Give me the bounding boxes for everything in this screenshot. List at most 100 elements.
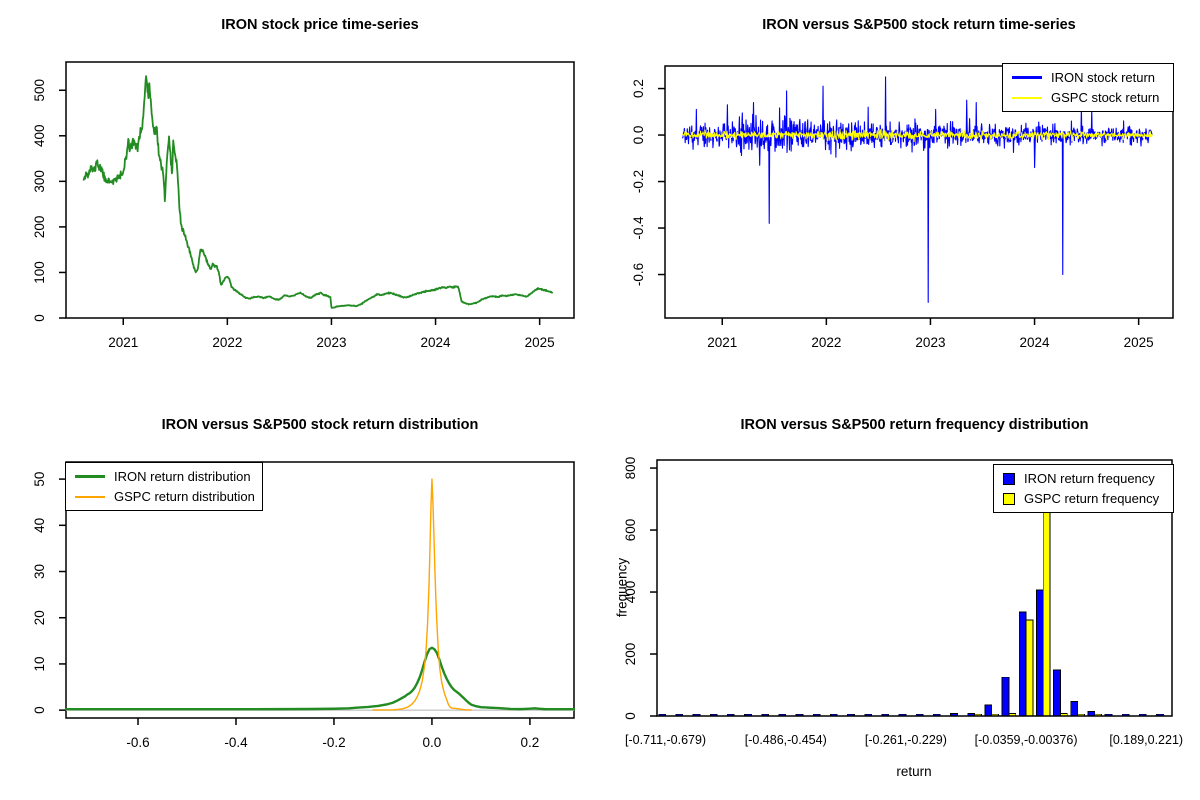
x-tick-label: 2022 [212,335,242,350]
plot-box [65,461,575,719]
x-tick-label: 2023 [915,335,945,350]
bin-label: [-0.486,-0.454) [745,733,827,747]
iron-return-series [682,76,1153,303]
frequency-legend: IRON return frequency GSPC return freque… [993,464,1174,513]
gspc-frequency-box-sample [1003,492,1015,505]
distribution-chart-title: IRON versus S&P500 stock return distribu… [161,417,479,433]
returns-legend: IRON stock return GSPC stock return [1002,63,1174,112]
y-tick-label: 100 [32,261,47,284]
legend-label: GSPC return distribution [114,489,255,504]
y-tick-label: 0 [32,706,47,714]
y-tick-label: 50 [32,472,47,487]
bar [1025,619,1034,717]
x-tick-label: 2023 [316,335,346,350]
legend-label: GSPC return frequency [1024,491,1160,506]
y-tick-label: 0.2 [631,79,646,98]
y-tick-label: 400 [32,125,47,148]
legend-label: GSPC stock return [1051,90,1160,105]
y-tick-label: 10 [32,656,47,671]
y-axis: 0 100 200 300 400 500 [32,79,66,322]
gspc-density-line-sample [75,495,105,498]
y-tick-label: -0.2 [631,170,646,193]
y-axis: 0 10 20 30 40 50 [32,472,66,714]
bin-label: [-0.0359,-0.00376) [975,733,1078,747]
legend-row-gspc-density: GSPC return distribution [75,488,255,505]
bar [984,704,993,717]
y-tick-label: 0 [32,314,47,322]
x-tick-label: 2022 [811,335,841,350]
y-tick-label: -0.4 [631,216,646,240]
price-chart-panel: 2021 2022 2023 2024 2025 0 100 200 300 400 500 IRO… [0,0,600,400]
y-axis: 0 200 400 600 800 [623,457,657,720]
bar [1042,492,1051,717]
returns-plot-svg: 2021 2022 2023 2024 2025 0.2 0.0 -0.2 -0.4 -0.6 [631,65,1174,350]
iron-frequency-bars [658,589,1164,717]
x-tick-label: 2021 [108,335,138,350]
x-axis: [-0.711,-0.679) [-0.486,-0.454) [-0.261,-0… [625,733,1183,747]
y-tick-label: -0.6 [631,263,646,286]
frequency-plot-svg: 0 200 400 600 800 [-0.711,-0.679) [-0.486,-0.4… [623,457,1183,747]
y-tick-label: 0.0 [631,126,646,145]
returns-chart-panel: 2021 2022 2023 2024 2025 0.2 0.0 -0.2 -0.4 -0.6 I… [600,0,1200,400]
legend-row-gspc-return: GSPC stock return [1012,89,1164,106]
frequency-chart-title: IRON versus S&P500 return frequency dist… [740,417,1089,433]
legend-row-iron-density: IRON return distribution [75,468,253,485]
legend-label: IRON return distribution [114,469,251,484]
x-axis: 2021 2022 2023 2024 2025 [108,318,555,350]
bar [1001,676,1010,717]
plot-box [656,459,1173,717]
plot-box [664,65,1174,319]
x-axis: -0.6 -0.4 -0.2 0.0 0.2 [126,718,539,750]
legend-row-iron-return: IRON stock return [1012,69,1164,86]
x-tick-label: -0.6 [126,735,149,750]
x-axis: 2021 2022 2023 2024 2025 [707,318,1154,350]
y-tick-label: 200 [623,643,638,666]
bar [1070,700,1079,717]
frequency-x-axis-title: return [896,764,932,779]
y-tick-label: 0 [623,712,638,720]
plot-box [65,61,575,319]
legend-row-gspc-frequency: GSPC return frequency [1003,490,1164,507]
gspc-density-curve [372,478,472,711]
legend-row-iron-frequency: IRON return frequency [1003,470,1164,487]
bar [1053,669,1061,717]
y-tick-label: 40 [32,518,47,533]
price-chart-title: IRON stock price time-series [221,17,419,33]
iron-density-line-sample [75,475,105,478]
iron-return-line-sample [1012,76,1042,79]
frequency-y-axis-title: frequency [614,557,630,618]
iron-density-curve [64,646,576,711]
distribution-plot-svg: -0.6 -0.4 -0.2 0.0 0.2 0 10 20 30 40 50 [32,461,576,750]
x-tick-label: 2025 [525,335,555,350]
y-tick-label: 800 [623,457,638,480]
x-tick-label: 2024 [1020,335,1051,350]
y-tick-label: 30 [32,564,47,579]
x-tick-label: 0.0 [423,735,442,750]
gspc-return-line-sample [1012,96,1042,99]
bar [1018,611,1027,717]
bar [1036,589,1044,717]
distribution-chart-panel: -0.6 -0.4 -0.2 0.0 0.2 0 10 20 30 40 50 IRON versu… [0,400,600,800]
y-tick-label: 200 [32,216,47,239]
y-axis: 0.2 0.0 -0.2 -0.4 -0.6 [631,79,665,286]
distribution-legend: IRON return distribution GSPC return dis… [65,462,263,511]
bin-label: [-0.261,-0.229) [865,733,947,747]
x-tick-label: 2025 [1124,335,1154,350]
x-tick-label: -0.4 [224,735,248,750]
x-tick-label: 2024 [421,335,452,350]
y-tick-label: 400 [623,581,638,604]
price-plot-svg: 2021 2022 2023 2024 2025 0 100 200 300 400 500 [32,61,575,350]
bin-label: [0.189,0.221) [1109,733,1183,747]
frequency-chart-panel: 0 200 400 600 800 [-0.711,-0.679) [-0.486,-0.4… [600,400,1200,800]
x-tick-label: 2021 [707,335,737,350]
iron-frequency-box-sample [1003,472,1015,485]
y-tick-label: 300 [32,170,47,193]
iron-price-line [82,75,554,309]
legend-label: IRON stock return [1051,70,1156,85]
y-tick-label: 500 [32,79,47,102]
gspc-return-series [682,128,1153,143]
returns-chart-title: IRON versus S&P500 stock return time-ser… [762,17,1076,33]
bin-label: [-0.711,-0.679) [625,733,706,747]
y-tick-label: 600 [623,519,638,542]
